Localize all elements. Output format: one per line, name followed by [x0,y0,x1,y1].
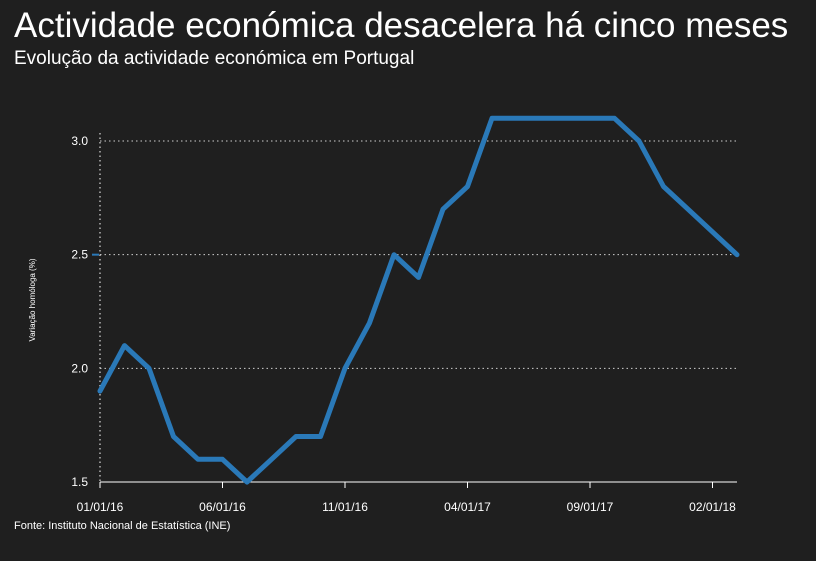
grid-lines [100,140,737,369]
y-axis-label: Variação homóloga (%) [28,258,37,341]
x-tick-label: 11/01/16 [322,500,368,514]
x-tick-label: 09/01/17 [567,500,614,514]
y-tick-labels: 1.5 2.0 2.5 3.0 [71,134,99,489]
series-line-activity [97,115,740,485]
y-tick-label: 1.5 [71,475,88,489]
x-tick-labels: 01/01/16 06/01/16 11/01/16 04/01/17 09/01/17… [77,482,736,514]
y-tick-label: 3.0 [71,134,88,148]
x-tick-label: 04/01/17 [444,500,491,514]
axes [99,133,737,483]
chart-title: Actividade económica desacelera há cinco… [14,6,789,45]
x-tick-label: 06/01/16 [199,500,246,514]
x-tick-label: 02/01/18 [689,500,736,514]
source-note: Fonte: Instituto Nacional de Estatística… [14,520,231,532]
y-tick-label: 2.0 [71,361,88,375]
chart-subtitle: Evolução da actividade económica em Port… [14,48,415,69]
series-layer [97,115,740,485]
y-tick-label: 2.5 [71,248,88,262]
x-tick-label: 01/01/16 [77,500,124,514]
